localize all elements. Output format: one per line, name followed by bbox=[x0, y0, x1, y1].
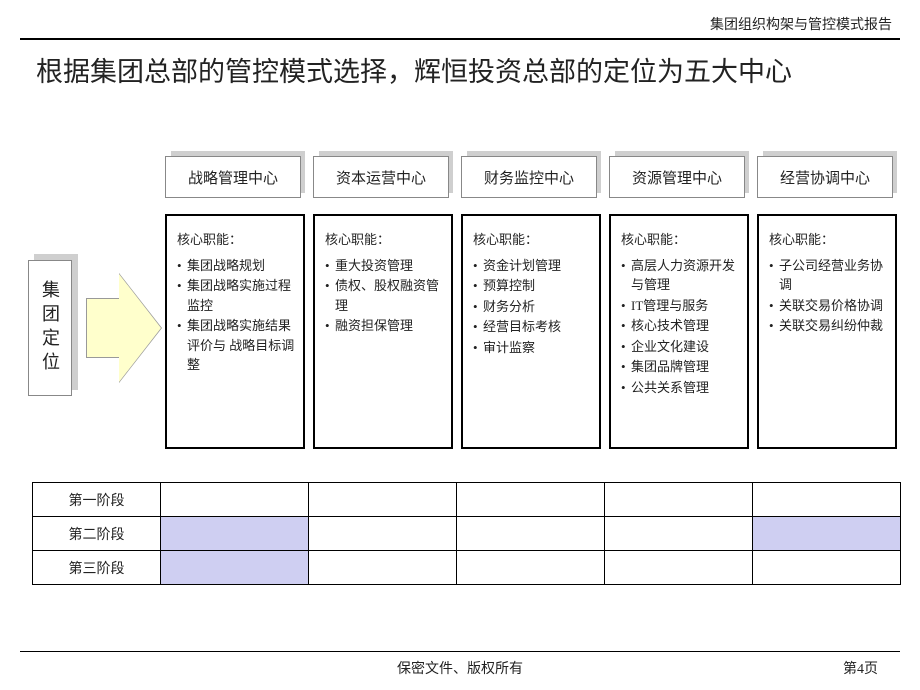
tab-label: 战略管理中心 bbox=[165, 156, 301, 198]
phase-row: 第三阶段 bbox=[33, 551, 901, 585]
center-tab-0: 战略管理中心 bbox=[165, 156, 305, 200]
top-divider bbox=[20, 38, 900, 40]
phase-cell bbox=[753, 483, 901, 517]
phase-cell bbox=[457, 483, 605, 517]
phase-row: 第一阶段 bbox=[33, 483, 901, 517]
function-item: IT管理与服务 bbox=[621, 296, 739, 316]
function-item: 企业文化建设 bbox=[621, 337, 739, 357]
phase-cell bbox=[309, 517, 457, 551]
phase-cell bbox=[605, 517, 753, 551]
phase-cell bbox=[309, 551, 457, 585]
function-item: 资金计划管理 bbox=[473, 256, 591, 276]
function-item: 融资担保管理 bbox=[325, 316, 443, 336]
phase-row: 第二阶段 bbox=[33, 517, 901, 551]
function-heading: 核心职能： bbox=[325, 230, 443, 250]
function-list: 高层人力资源开发与管理IT管理与服务核心技术管理企业文化建设集团品牌管理公共关系… bbox=[621, 256, 739, 398]
function-item: 集团品牌管理 bbox=[621, 357, 739, 377]
side-label-wrap: 集团定位 bbox=[28, 260, 72, 396]
footer-page-number: 第4页 bbox=[843, 658, 878, 678]
function-item: 公共关系管理 bbox=[621, 378, 739, 398]
tab-label: 资源管理中心 bbox=[609, 156, 745, 198]
phase-cell bbox=[753, 517, 901, 551]
center-tab-2: 财务监控中心 bbox=[461, 156, 601, 200]
function-list: 子公司经营业务协调关联交易价格协调关联交易纠纷仲裁 bbox=[769, 256, 887, 336]
function-heading: 核心职能： bbox=[769, 230, 887, 250]
phase-cell bbox=[161, 551, 309, 585]
center-tab-3: 资源管理中心 bbox=[609, 156, 749, 200]
function-item: 高层人力资源开发与管理 bbox=[621, 256, 739, 295]
function-list: 重大投资管理债权、股权融资管理融资担保管理 bbox=[325, 256, 443, 336]
function-item: 财务分析 bbox=[473, 297, 591, 317]
tab-label: 经营协调中心 bbox=[757, 156, 893, 198]
function-item: 集团战略规划 bbox=[177, 256, 295, 276]
function-item: 重大投资管理 bbox=[325, 256, 443, 276]
phase-row-label: 第三阶段 bbox=[33, 551, 161, 585]
function-item: 预算控制 bbox=[473, 276, 591, 296]
phase-cell bbox=[161, 483, 309, 517]
function-heading: 核心职能： bbox=[177, 230, 295, 250]
center-tabs-row: 战略管理中心资本运营中心财务监控中心资源管理中心经营协调中心 bbox=[165, 156, 897, 200]
phase-cell bbox=[605, 483, 753, 517]
function-box-0: 核心职能： 集团战略规划集团战略实施过程监控集团战略实施结果评价与 战略目标调整 bbox=[165, 214, 305, 449]
function-heading: 核心职能： bbox=[473, 230, 591, 250]
phase-row-label: 第二阶段 bbox=[33, 517, 161, 551]
function-item: 子公司经营业务协调 bbox=[769, 256, 887, 295]
footer-confidential: 保密文件、版权所有 bbox=[0, 658, 920, 678]
function-box-2: 核心职能： 资金计划管理预算控制财务分析经营目标考核审计监察 bbox=[461, 214, 601, 449]
function-heading: 核心职能： bbox=[621, 230, 739, 250]
function-boxes-row: 核心职能：集团战略规划集团战略实施过程监控集团战略实施结果评价与 战略目标调整核… bbox=[165, 214, 897, 449]
function-box-4: 核心职能： 子公司经营业务协调关联交易价格协调关联交易纠纷仲裁 bbox=[757, 214, 897, 449]
function-list: 集团战略规划集团战略实施过程监控集团战略实施结果评价与 战略目标调整 bbox=[177, 256, 295, 375]
function-list: 资金计划管理预算控制财务分析经营目标考核审计监察 bbox=[473, 256, 591, 358]
function-item: 经营目标考核 bbox=[473, 317, 591, 337]
phase-row-label: 第一阶段 bbox=[33, 483, 161, 517]
function-item: 关联交易纠纷仲裁 bbox=[769, 316, 887, 336]
center-tab-1: 资本运营中心 bbox=[313, 156, 453, 200]
phase-cell bbox=[753, 551, 901, 585]
function-item: 关联交易价格协调 bbox=[769, 296, 887, 316]
phase-cell bbox=[605, 551, 753, 585]
doc-title: 集团组织构架与管控模式报告 bbox=[710, 14, 892, 34]
page-title: 根据集团总部的管控模式选择，辉恒投资总部的定位为五大中心 bbox=[36, 54, 880, 90]
function-item: 债权、股权融资管理 bbox=[325, 276, 443, 315]
phases-table: 第一阶段第二阶段第三阶段 bbox=[32, 482, 901, 585]
function-box-3: 核心职能： 高层人力资源开发与管理IT管理与服务核心技术管理企业文化建设集团品牌管… bbox=[609, 214, 749, 449]
phase-cell bbox=[161, 517, 309, 551]
side-label: 集团定位 bbox=[28, 260, 72, 396]
tab-label: 资本运营中心 bbox=[313, 156, 449, 198]
function-item: 集团战略实施过程监控 bbox=[177, 276, 295, 315]
phase-cell bbox=[457, 551, 605, 585]
function-item: 核心技术管理 bbox=[621, 316, 739, 336]
center-tab-4: 经营协调中心 bbox=[757, 156, 897, 200]
tab-label: 财务监控中心 bbox=[461, 156, 597, 198]
bottom-divider bbox=[20, 651, 900, 652]
phase-cell bbox=[457, 517, 605, 551]
function-item: 集团战略实施结果评价与 战略目标调整 bbox=[177, 316, 295, 375]
phase-cell bbox=[309, 483, 457, 517]
function-box-1: 核心职能： 重大投资管理债权、股权融资管理融资担保管理 bbox=[313, 214, 453, 449]
function-item: 审计监察 bbox=[473, 338, 591, 358]
